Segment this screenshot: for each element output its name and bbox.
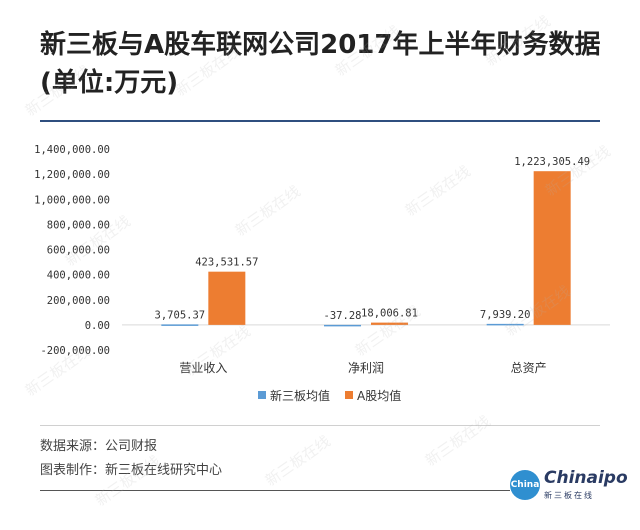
y-tick-label: 1,000,000.00: [34, 194, 110, 206]
y-tick-label: 200,000.00: [47, 295, 110, 307]
legend-item-series-1: 新三板均值: [258, 388, 330, 404]
footer-divider: [40, 425, 600, 426]
logo-wordmark: Chinaipo: [544, 468, 628, 488]
logo-subtitle: 新三板在线: [544, 491, 594, 500]
data-label: -37.28: [324, 310, 362, 322]
y-tick-label: 400,000.00: [47, 270, 110, 282]
bar: [208, 271, 246, 325]
logo-badge: China ipo: [510, 470, 540, 520]
data-label: 7,939.20: [480, 309, 531, 321]
watermark-text: 新三板在线: [261, 432, 334, 490]
bar: [371, 322, 408, 325]
title-line-2: (单位:万元): [40, 68, 179, 98]
source-note: 数据来源：公司财报: [40, 439, 158, 454]
y-tick-label: 800,000.00: [47, 219, 110, 231]
data-label: 3,705.37: [155, 309, 206, 321]
legend-swatch-series-1: [258, 391, 266, 399]
title-line-1: 新三板与A股车联网公司2017年上半年财务数据: [40, 30, 601, 60]
title-divider: [40, 120, 600, 122]
data-labels-group: 3,705.37 423,531.57 -37.28 18,006.81 7,939.2…: [155, 156, 591, 322]
category-label: 营业收入: [179, 361, 227, 375]
author-note: 图表制作：新三板在线研究中心: [40, 463, 223, 478]
y-tick-label: 1,400,000.00: [34, 144, 110, 156]
legend-label-series-1: 新三板均值: [270, 389, 331, 403]
category-labels-group: 营业收入 净利润 总资产: [179, 361, 546, 375]
data-label: 18,006.81: [361, 308, 418, 320]
category-label: 净利润: [348, 361, 384, 375]
category-label: 总资产: [511, 361, 547, 375]
legend: 新三板均值 A股均值: [0, 388, 640, 406]
chart-title: 新三板与A股车联网公司2017年上半年财务数据 (单位:万元): [40, 26, 610, 102]
y-axis: -200,000.00 0.00 200,000.00 400,000.00 600,0…: [34, 144, 610, 357]
y-tick-label: -200,000.00: [40, 345, 110, 357]
data-label: 1,223,305.49: [514, 156, 590, 168]
footer-line: [40, 490, 510, 491]
y-tick-label: 1,200,000.00: [34, 169, 110, 181]
bar: [324, 324, 361, 327]
legend-swatch-series-2: [345, 391, 353, 399]
bar: [161, 324, 199, 326]
bar: [486, 323, 524, 326]
y-tick-label: 0.00: [85, 320, 110, 332]
legend-label-series-2: A股均值: [357, 389, 402, 403]
bars-group: [161, 171, 571, 327]
bar-chart: -200,000.00 0.00 200,000.00 400,000.00 600,0…: [34, 144, 610, 375]
legend-item-series-2: A股均值: [345, 388, 401, 404]
bar: [533, 171, 571, 325]
watermark-text: 新三板在线: [91, 452, 164, 510]
chinaipo-logo: China ipo Chinaipo 新三板在线: [510, 468, 628, 520]
watermark-text: 新三板在线: [421, 412, 494, 470]
y-tick-label: 600,000.00: [47, 245, 110, 257]
data-label: 423,531.57: [195, 257, 258, 269]
